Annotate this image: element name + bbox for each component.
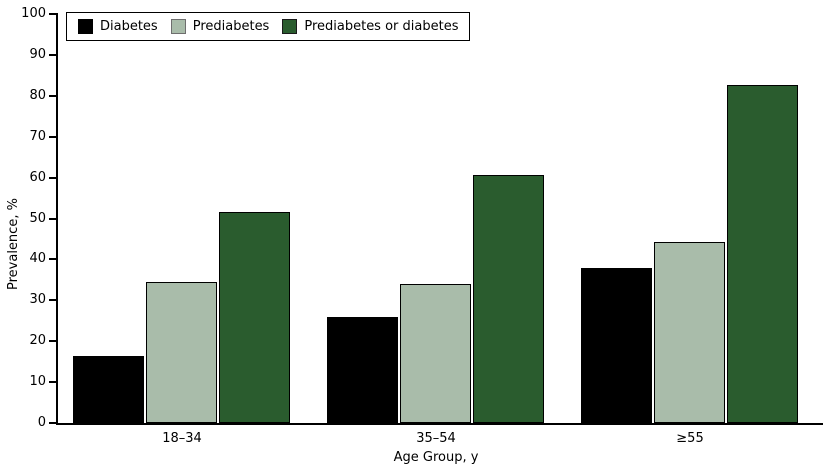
legend-item-prediabetes: Prediabetes bbox=[170, 19, 270, 34]
y-tick bbox=[49, 422, 56, 424]
legend: Diabetes Prediabetes Prediabetes or diabet… bbox=[66, 12, 471, 41]
bar-prediabetes-or-diabetes-35-54 bbox=[473, 175, 544, 423]
y-tick-label: 50 bbox=[29, 211, 46, 226]
legend-item-prediabetes-or-diabetes: Prediabetes or diabetes bbox=[282, 19, 458, 34]
bar-diabetes-18-34 bbox=[73, 356, 144, 423]
y-tick-label: 100 bbox=[21, 6, 46, 21]
x-category-label-55: ≥55 bbox=[676, 431, 704, 446]
bar-prediabetes-18-34 bbox=[146, 282, 217, 423]
x-axis-title: Age Group, y bbox=[393, 450, 479, 465]
y-tick bbox=[49, 258, 56, 260]
bar-prediabetes-55 bbox=[654, 242, 725, 423]
bar-prediabetes-35-54 bbox=[400, 284, 471, 423]
bar-prediabetes-or-diabetes-55 bbox=[727, 85, 798, 423]
y-tick bbox=[49, 54, 56, 56]
y-tick-label: 30 bbox=[29, 292, 46, 307]
legend-swatch-prediabetes bbox=[170, 19, 186, 34]
y-tick-label: 90 bbox=[29, 47, 46, 62]
y-tick-label: 60 bbox=[29, 170, 46, 185]
legend-swatch-diabetes bbox=[78, 19, 93, 34]
y-tick bbox=[49, 13, 56, 15]
y-tick bbox=[49, 340, 56, 342]
x-category-label-18-34: 18–34 bbox=[162, 431, 202, 446]
legend-label: Prediabetes bbox=[192, 19, 270, 34]
legend-swatch-prediabetes-or-diabetes bbox=[282, 19, 298, 34]
y-tick-label: 70 bbox=[29, 129, 46, 144]
y-tick bbox=[49, 177, 56, 179]
y-tick-label: 40 bbox=[29, 251, 46, 266]
y-tick bbox=[49, 218, 56, 220]
x-category-label-35-54: 35–54 bbox=[416, 431, 456, 446]
y-axis-line bbox=[56, 13, 58, 425]
y-tick bbox=[49, 299, 56, 301]
y-tick-label: 20 bbox=[29, 333, 46, 348]
x-axis-line bbox=[56, 423, 823, 425]
legend-item-diabetes: Diabetes bbox=[78, 19, 158, 34]
y-tick bbox=[49, 95, 56, 97]
legend-label: Prediabetes or diabetes bbox=[304, 19, 459, 34]
bar-diabetes-55 bbox=[581, 268, 652, 423]
y-tick-label: 10 bbox=[29, 374, 46, 389]
y-tick bbox=[49, 381, 56, 383]
bar-diabetes-35-54 bbox=[327, 317, 398, 423]
y-tick-label: 0 bbox=[37, 415, 46, 430]
bar-prediabetes-or-diabetes-18-34 bbox=[219, 212, 290, 423]
legend-label: Diabetes bbox=[100, 19, 158, 34]
y-tick bbox=[49, 136, 56, 138]
y-tick-label: 80 bbox=[29, 88, 46, 103]
